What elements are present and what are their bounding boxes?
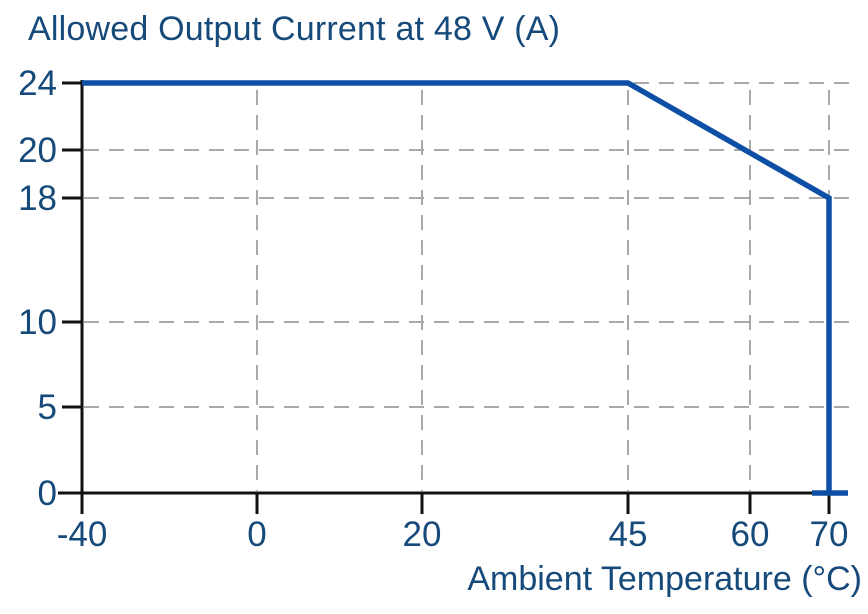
x-tick-label--40: -40 bbox=[57, 515, 108, 554]
chart-title: Allowed Output Current at 48 V (A) bbox=[28, 10, 561, 48]
y-tick-label-18: 18 bbox=[18, 179, 57, 218]
x-axis-label: Ambient Temperature (°C) bbox=[467, 560, 862, 598]
y-tick-label-0: 0 bbox=[38, 474, 57, 513]
y-tick-label-24: 24 bbox=[18, 64, 57, 103]
x-tick-label-70: 70 bbox=[810, 515, 849, 554]
y-tick-label-10: 10 bbox=[18, 303, 57, 342]
y-tick-label-20: 20 bbox=[18, 131, 57, 170]
y-tick-label-5: 5 bbox=[38, 388, 57, 427]
series-derating-curve bbox=[82, 80, 832, 493]
x-tick-label-45: 45 bbox=[609, 515, 648, 554]
x-tick-label-0: 0 bbox=[247, 515, 266, 554]
x-tick-label-20: 20 bbox=[403, 515, 442, 554]
x-tick-label-60: 60 bbox=[731, 515, 770, 554]
